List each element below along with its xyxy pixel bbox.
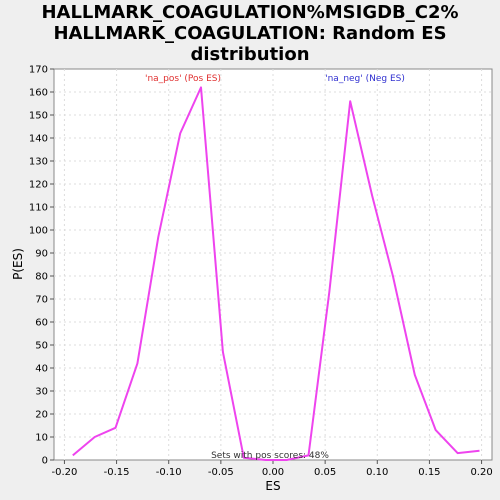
x-tick-label: -0.20 [51, 467, 77, 478]
y-tick-label: 60 [35, 318, 48, 329]
y-axis-label: P(ES) [11, 248, 25, 280]
y-tick-label: 110 [29, 203, 48, 214]
chart-title-line-1: HALLMARK_COAGULATION%MSIGDB_C2% [41, 2, 458, 23]
y-tick-label: 160 [29, 88, 48, 99]
chart-title-line-2: HALLMARK_COAGULATION: Random ES [53, 23, 446, 44]
x-axis-ticks: -0.20 -0.15 -0.10 -0.05 0.00 0.05 0.10 0.15 0.20 [51, 460, 493, 478]
y-tick-label: 100 [29, 226, 48, 237]
y-axis-ticks: 0 10 20 30 40 50 60 70 80 90 100 110 120 130 140 150 160… [29, 65, 54, 467]
y-tick-label: 170 [29, 65, 48, 76]
x-tick-label: -0.10 [156, 467, 182, 478]
series-line [72, 86, 480, 461]
y-tick-label: 150 [29, 111, 48, 122]
y-tick-label: 70 [35, 295, 48, 306]
y-tick-label: 130 [29, 157, 48, 168]
y-tick-label: 50 [35, 341, 48, 352]
grid-lines [54, 69, 492, 460]
x-axis-label: ES [265, 479, 280, 493]
x-tick-label: 0.15 [418, 467, 440, 478]
x-tick-label: 0.05 [314, 467, 336, 478]
chart-title-line-3: distribution [190, 44, 309, 65]
x-tick-label: 0.00 [262, 467, 284, 478]
y-tick-label: 30 [35, 387, 48, 398]
pos-es-annotation: 'na_pos' (Pos ES) [145, 74, 221, 84]
x-tick-label: -0.15 [104, 467, 130, 478]
y-tick-label: 90 [35, 249, 48, 260]
x-tick-label: 0.20 [470, 467, 492, 478]
y-tick-label: 20 [35, 410, 48, 421]
series-group [72, 86, 480, 461]
y-tick-label: 10 [35, 433, 48, 444]
y-tick-label: 140 [29, 134, 48, 145]
x-tick-label: 0.10 [366, 467, 388, 478]
y-tick-label: 0 [42, 456, 48, 467]
pos-score-footer: Sets with pos scores: 48% [211, 451, 329, 461]
x-tick-label: -0.05 [208, 467, 234, 478]
y-tick-label: 120 [29, 180, 48, 191]
y-tick-label: 80 [35, 272, 48, 283]
y-tick-label: 40 [35, 364, 48, 375]
neg-es-annotation: 'na_neg' (Neg ES) [325, 74, 405, 84]
